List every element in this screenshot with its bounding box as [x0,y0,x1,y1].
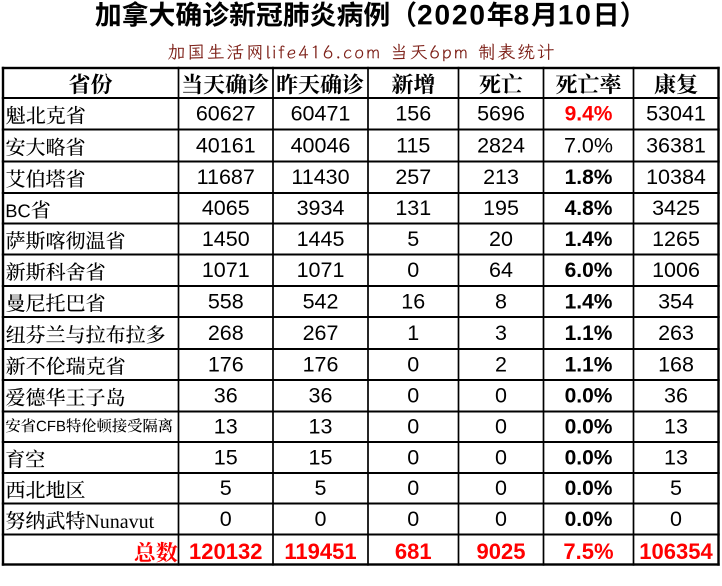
svg-text:268: 268 [208,321,244,345]
svg-text:5: 5 [407,227,419,251]
svg-text:15: 15 [309,445,333,469]
svg-text:115: 115 [396,133,430,157]
svg-text:13: 13 [664,445,688,469]
svg-text:0: 0 [407,415,419,439]
svg-text:36381: 36381 [646,133,706,157]
svg-text:1.4%: 1.4% [565,228,613,251]
svg-text:2: 2 [495,352,507,376]
svg-text:213: 213 [483,165,519,189]
svg-text:267: 267 [303,321,339,345]
svg-text:8: 8 [495,289,507,313]
svg-text:1071: 1071 [202,258,250,282]
svg-text:53041: 53041 [646,102,706,126]
svg-text:0: 0 [407,352,419,376]
svg-text:354: 354 [658,289,694,313]
svg-text:0: 0 [407,258,419,282]
svg-text:1.4%: 1.4% [565,290,613,313]
svg-text:3425: 3425 [652,196,700,220]
svg-text:1: 1 [407,321,419,345]
svg-text:257: 257 [395,165,431,189]
svg-text:36: 36 [664,384,688,408]
svg-text:1.8%: 1.8% [565,166,613,189]
svg-text:10384: 10384 [646,165,706,189]
svg-text:0: 0 [495,507,507,531]
svg-text:120132: 120132 [189,539,262,564]
svg-text:0: 0 [407,507,419,531]
svg-text:0: 0 [407,476,419,500]
svg-text:0.0%: 0.0% [565,416,613,439]
svg-text:11430: 11430 [291,165,349,189]
svg-text:0: 0 [670,507,682,531]
svg-text:36: 36 [214,384,238,408]
svg-text:558: 558 [208,289,244,313]
svg-text:13: 13 [664,415,688,439]
svg-text:4.8%: 4.8% [565,197,613,220]
svg-text:20: 20 [489,227,513,251]
svg-text:2824: 2824 [477,133,525,157]
svg-text:7.0%: 7.0% [564,133,613,157]
svg-text:106354: 106354 [639,539,713,564]
svg-text:6.0%: 6.0% [565,259,613,282]
svg-text:263: 263 [658,321,694,345]
svg-text:3934: 3934 [297,196,345,220]
svg-text:64: 64 [489,258,513,282]
svg-text:36: 36 [309,384,333,408]
svg-text:542: 542 [303,289,339,313]
svg-text:5: 5 [220,476,232,500]
svg-text:1071: 1071 [297,258,345,282]
svg-text:4065: 4065 [202,196,250,220]
svg-text:13: 13 [214,415,238,439]
svg-text:0: 0 [407,384,419,408]
svg-text:0: 0 [495,384,507,408]
svg-text:195: 195 [483,196,519,220]
svg-text:13: 13 [309,415,333,439]
svg-text:0: 0 [220,507,232,531]
svg-text:5: 5 [670,476,682,500]
svg-text:9025: 9025 [477,539,526,564]
svg-text:5: 5 [315,476,327,500]
svg-text:156: 156 [395,102,431,126]
svg-text:1006: 1006 [652,258,700,282]
svg-text:168: 168 [658,352,694,376]
svg-text:15: 15 [214,445,238,469]
svg-text:60471: 60471 [291,102,351,126]
svg-text:176: 176 [303,352,339,376]
svg-text:7.5%: 7.5% [563,539,613,564]
svg-text:60627: 60627 [196,102,256,126]
svg-text:0.0%: 0.0% [565,446,613,469]
svg-text:0: 0 [495,445,507,469]
svg-text:5696: 5696 [477,102,525,126]
svg-text:11687: 11687 [197,165,255,189]
svg-text:176: 176 [208,352,244,376]
svg-text:0: 0 [495,476,507,500]
svg-text:1.1%: 1.1% [565,322,613,345]
svg-text:0.0%: 0.0% [565,508,613,531]
svg-text:9.4%: 9.4% [565,103,613,126]
svg-text:0.0%: 0.0% [565,385,613,408]
svg-text:1450: 1450 [202,227,250,251]
svg-text:681: 681 [395,539,432,564]
svg-text:119451: 119451 [284,539,356,564]
svg-text:0: 0 [315,507,327,531]
svg-text:40161: 40161 [196,133,256,157]
svg-text:3: 3 [495,321,507,345]
svg-text:40046: 40046 [291,133,351,157]
svg-text:1.1%: 1.1% [565,353,613,376]
svg-text:1265: 1265 [652,227,700,251]
svg-text:0: 0 [407,445,419,469]
svg-text:16: 16 [401,289,425,313]
svg-text:131: 131 [395,196,431,220]
svg-text:0: 0 [495,415,507,439]
svg-text:0.0%: 0.0% [565,477,613,500]
svg-text:1445: 1445 [297,227,345,251]
